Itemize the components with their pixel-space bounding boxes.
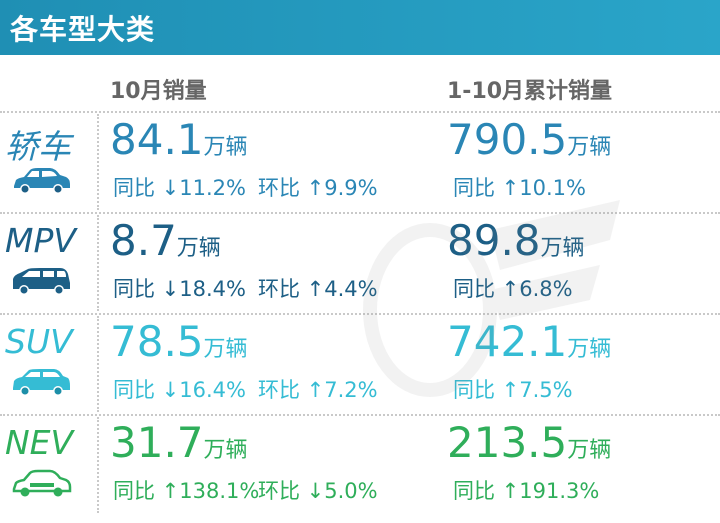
month-sales-value: 31.7万辆 [110, 418, 248, 467]
suv-icon [13, 369, 70, 396]
month-yoy: 同比 ↓18.4% [113, 277, 246, 301]
cumulative-sales-value: 213.5万辆 [447, 418, 612, 467]
sedan-icon [14, 168, 70, 194]
cumulative-yoy: 同比 ↑7.5% [453, 378, 573, 402]
month-mom: 环比 ↑9.9% [258, 176, 378, 200]
header-title: 各车型大类 [10, 13, 156, 46]
cumulative-sales-value: 742.1万辆 [447, 317, 612, 366]
column-header-month: 10月销量 [110, 79, 207, 104]
divider [0, 414, 720, 416]
month-mom: 环比 ↑7.2% [258, 378, 378, 402]
divider [97, 417, 99, 513]
divider [97, 215, 99, 311]
cumulative-yoy: 同比 ↑6.8% [453, 277, 573, 301]
category-label: SUV [5, 322, 73, 361]
cumulative-yoy: 同比 ↑191.3% [453, 479, 600, 503]
divider [0, 212, 720, 214]
divider [97, 316, 99, 412]
table-row-nev: NEV 31.7万辆 同比 ↑138.1% 环比 ↓5.0% 213.5万辆 同… [0, 417, 720, 513]
month-yoy: 同比 ↓11.2% [113, 176, 246, 200]
table-row-suv: SUV 78.5万辆 同比 ↓16.4% 环比 ↑7.2% 742.1万辆 同比… [0, 316, 720, 412]
mpv-icon [13, 268, 70, 295]
month-sales-value: 8.7万辆 [110, 216, 221, 265]
category-label: NEV [5, 423, 74, 462]
cumulative-sales-value: 790.5万辆 [447, 115, 612, 164]
column-header-cumulative: 1-10月累计销量 [447, 79, 613, 104]
category-label: MPV [5, 221, 76, 260]
divider [0, 313, 720, 315]
month-sales-value: 78.5万辆 [110, 317, 248, 366]
month-mom: 环比 ↑4.4% [258, 277, 378, 301]
electric-car-icon [12, 469, 72, 497]
divider [0, 111, 720, 113]
divider [97, 114, 99, 210]
month-sales-value: 84.1万辆 [110, 115, 248, 164]
cumulative-sales-value: 89.8万辆 [447, 216, 585, 265]
month-yoy: 同比 ↑138.1% [113, 479, 260, 503]
category-label: 轿车 [5, 127, 71, 166]
table-row-sedan: 轿车 84.1万辆 同比 ↓11.2% 环比 ↑9.9% 790.5万辆 同比 … [0, 114, 720, 210]
month-mom: 环比 ↓5.0% [258, 479, 378, 503]
table-row-mpv: MPV 8.7万辆 同比 ↓18.4% 环比 ↑4.4% 89.8万辆 同比 ↑… [0, 215, 720, 311]
cumulative-yoy: 同比 ↑10.1% [453, 176, 586, 200]
header-bar: 各车型大类 [0, 0, 720, 55]
month-yoy: 同比 ↓16.4% [113, 378, 246, 402]
